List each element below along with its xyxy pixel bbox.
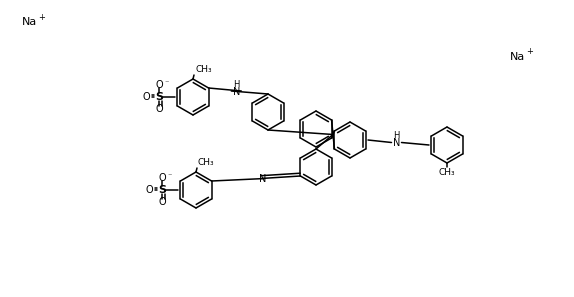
Text: CH₃: CH₃ <box>195 65 212 74</box>
Text: CH₃: CH₃ <box>439 168 455 177</box>
Text: ⁻: ⁻ <box>164 78 168 88</box>
Text: O: O <box>142 92 150 102</box>
Text: +: + <box>38 12 45 21</box>
Text: O: O <box>145 185 153 195</box>
Text: Na: Na <box>510 52 525 62</box>
Text: H: H <box>233 80 239 89</box>
Text: H: H <box>393 132 400 140</box>
Text: O: O <box>158 197 166 207</box>
Text: O: O <box>155 80 163 90</box>
Text: O: O <box>155 104 163 114</box>
Text: S: S <box>158 185 166 195</box>
Text: S: S <box>155 92 163 102</box>
Text: N: N <box>393 138 400 148</box>
Text: N: N <box>259 173 267 184</box>
Text: +: + <box>526 48 533 56</box>
Text: N: N <box>232 87 240 97</box>
Text: ⁻: ⁻ <box>167 171 172 181</box>
Text: CH₃: CH₃ <box>198 158 215 167</box>
Text: Na: Na <box>22 17 37 27</box>
Text: O: O <box>158 173 166 183</box>
